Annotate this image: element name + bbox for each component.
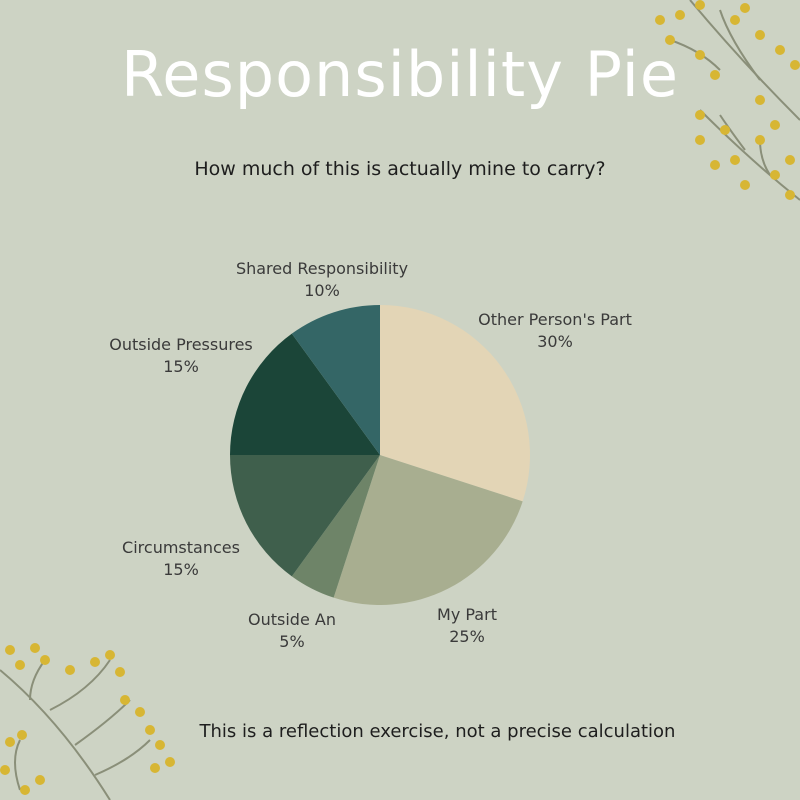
flower-icon [790,60,800,70]
flower-icon [720,125,730,135]
pie-slice-circumstances [230,455,380,577]
slice-value-label: 25% [449,627,485,646]
flower-icon [775,45,785,55]
branch-stem [719,9,761,81]
flower-icon [135,707,145,717]
flower-icon [115,667,125,677]
flower-icon [0,765,10,775]
branch-stem [719,114,746,151]
flower-icon [740,3,750,13]
pie-slice-shared-responsibility [291,305,380,455]
slice-label: Circumstances [122,538,240,557]
pie-slice-other-person-s-part [380,305,530,502]
flower-icon [90,657,100,667]
flower-icon [150,763,160,773]
flower-icon [730,15,740,25]
branch-stem [49,659,111,711]
flower-icon [105,650,115,660]
pie-slice-my-part [333,455,523,605]
pie-slice-outside-an [291,455,380,598]
flower-branch-top-right-icon [655,0,800,201]
flower-icon [65,665,75,675]
flower-icon [675,10,685,20]
flower-icon [155,740,165,750]
page-footer: This is a reflection exercise, not a pre… [199,721,676,742]
flower-icon [740,180,750,190]
flower-icon [145,725,155,735]
page-subtitle: How much of this is actually mine to car… [194,158,606,180]
flower-branch-bottom-left-icon [0,643,175,800]
branch-stem [0,669,111,800]
slice-label: Other Person's Part [478,310,632,329]
flower-icon [5,737,15,747]
flower-icon [120,695,130,705]
flower-icon [755,30,765,40]
slice-value-label: 15% [163,357,199,376]
flower-icon [755,95,765,105]
flower-icon [785,190,795,200]
branch-stem [689,0,800,121]
branch-stem [29,659,46,701]
flower-icon [20,785,30,795]
branch-stem [94,739,151,776]
pie-labels: Other Person's Part 30% My Part 25% Outside … [109,259,632,651]
flower-icon [710,160,720,170]
slice-label: Outside Pressures [109,335,253,354]
slice-label: My Part [437,605,497,624]
flower-icon [17,730,27,740]
branch-stem [14,739,21,791]
slice-label: Outside An [248,610,336,629]
flower-icon [695,50,705,60]
flower-icon [35,775,45,785]
slice-value-label: 30% [537,332,573,351]
flower-icon [695,110,705,120]
flower-icon [695,135,705,145]
flower-icon [695,0,705,10]
flower-icon [40,655,50,665]
flower-icon [15,660,25,670]
flower-icon [730,155,740,165]
flower-icon [655,15,665,25]
flower-icon [665,35,675,45]
flower-icon [770,120,780,130]
pie-slice-outside-pressures [230,333,380,455]
branch-stem [699,109,800,201]
flower-icon [770,170,780,180]
slice-value-label: 15% [163,560,199,579]
page-title: Responsibility Pie [121,38,679,111]
slice-value-label: 10% [304,281,340,300]
flower-icon [5,645,15,655]
flower-icon [165,757,175,767]
slice-value-label: 5% [279,632,304,651]
flower-icon [710,70,720,80]
flower-icon [785,155,795,165]
pie-slices [230,305,530,605]
flower-icon [755,135,765,145]
flower-icon [30,643,40,653]
slice-label: Shared Responsibility [236,259,408,278]
